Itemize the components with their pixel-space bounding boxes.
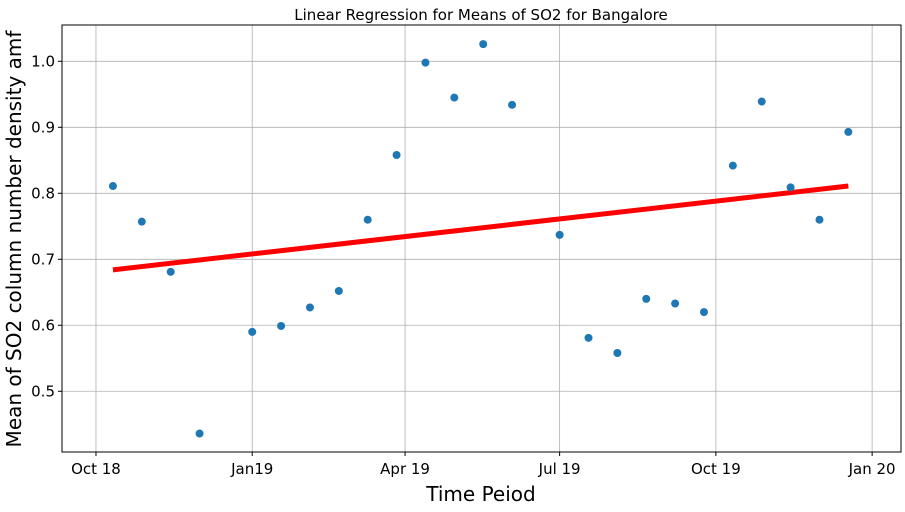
data-point xyxy=(334,286,343,295)
data-point xyxy=(137,217,146,226)
y-tick-label: 0.9 xyxy=(31,118,55,136)
y-tick-label: 0.5 xyxy=(31,382,55,400)
data-point xyxy=(786,183,795,192)
regression-line xyxy=(112,183,849,273)
data-point xyxy=(757,97,766,106)
y-axis: 0.5 0.6 0.7 0.8 0.9 1.0 xyxy=(31,52,62,400)
x-tick-label: Oct 19 xyxy=(691,460,741,478)
data-point xyxy=(584,333,593,342)
grid xyxy=(62,25,901,452)
x-tick-label: Jan19 xyxy=(230,460,273,478)
data-point xyxy=(450,93,459,102)
data-point xyxy=(277,321,286,330)
y-tick-label: 0.6 xyxy=(31,316,55,334)
points-layer xyxy=(108,40,853,438)
data-point xyxy=(108,182,117,191)
data-point xyxy=(248,327,257,336)
y-tick-label: 1.0 xyxy=(31,52,55,70)
data-point xyxy=(728,161,737,170)
x-tick-label: Jan 20 xyxy=(848,460,896,478)
data-point xyxy=(699,308,708,317)
data-point xyxy=(613,349,622,358)
data-point xyxy=(815,215,824,224)
x-tick-label: Apr 19 xyxy=(380,460,430,478)
data-point xyxy=(392,151,401,160)
regression-layer xyxy=(112,183,849,273)
data-point xyxy=(305,303,314,312)
data-point xyxy=(166,267,175,276)
data-point xyxy=(671,299,680,308)
data-point xyxy=(479,40,488,49)
data-point xyxy=(642,294,651,303)
y-axis-label: Mean of SO2 column number density amf xyxy=(2,30,26,448)
y-tick-label: 0.8 xyxy=(31,184,55,202)
plot-frame xyxy=(61,24,902,453)
data-point xyxy=(508,100,517,109)
x-tick-label: Oct 18 xyxy=(71,460,121,478)
x-tick-label: Jul 19 xyxy=(538,460,581,478)
data-point xyxy=(421,58,430,67)
x-axis: Oct 18 Jan19 Apr 19 Jul 19 Oct 19 Jan 20 xyxy=(71,452,896,478)
x-axis-label: Time Peiod xyxy=(425,482,535,506)
data-point xyxy=(555,230,564,239)
data-point xyxy=(363,215,372,224)
data-point xyxy=(195,429,204,438)
data-point xyxy=(844,127,853,136)
y-tick-label: 0.7 xyxy=(31,250,55,268)
chart-title: Linear Regression for Means of SO2 for B… xyxy=(294,6,667,24)
